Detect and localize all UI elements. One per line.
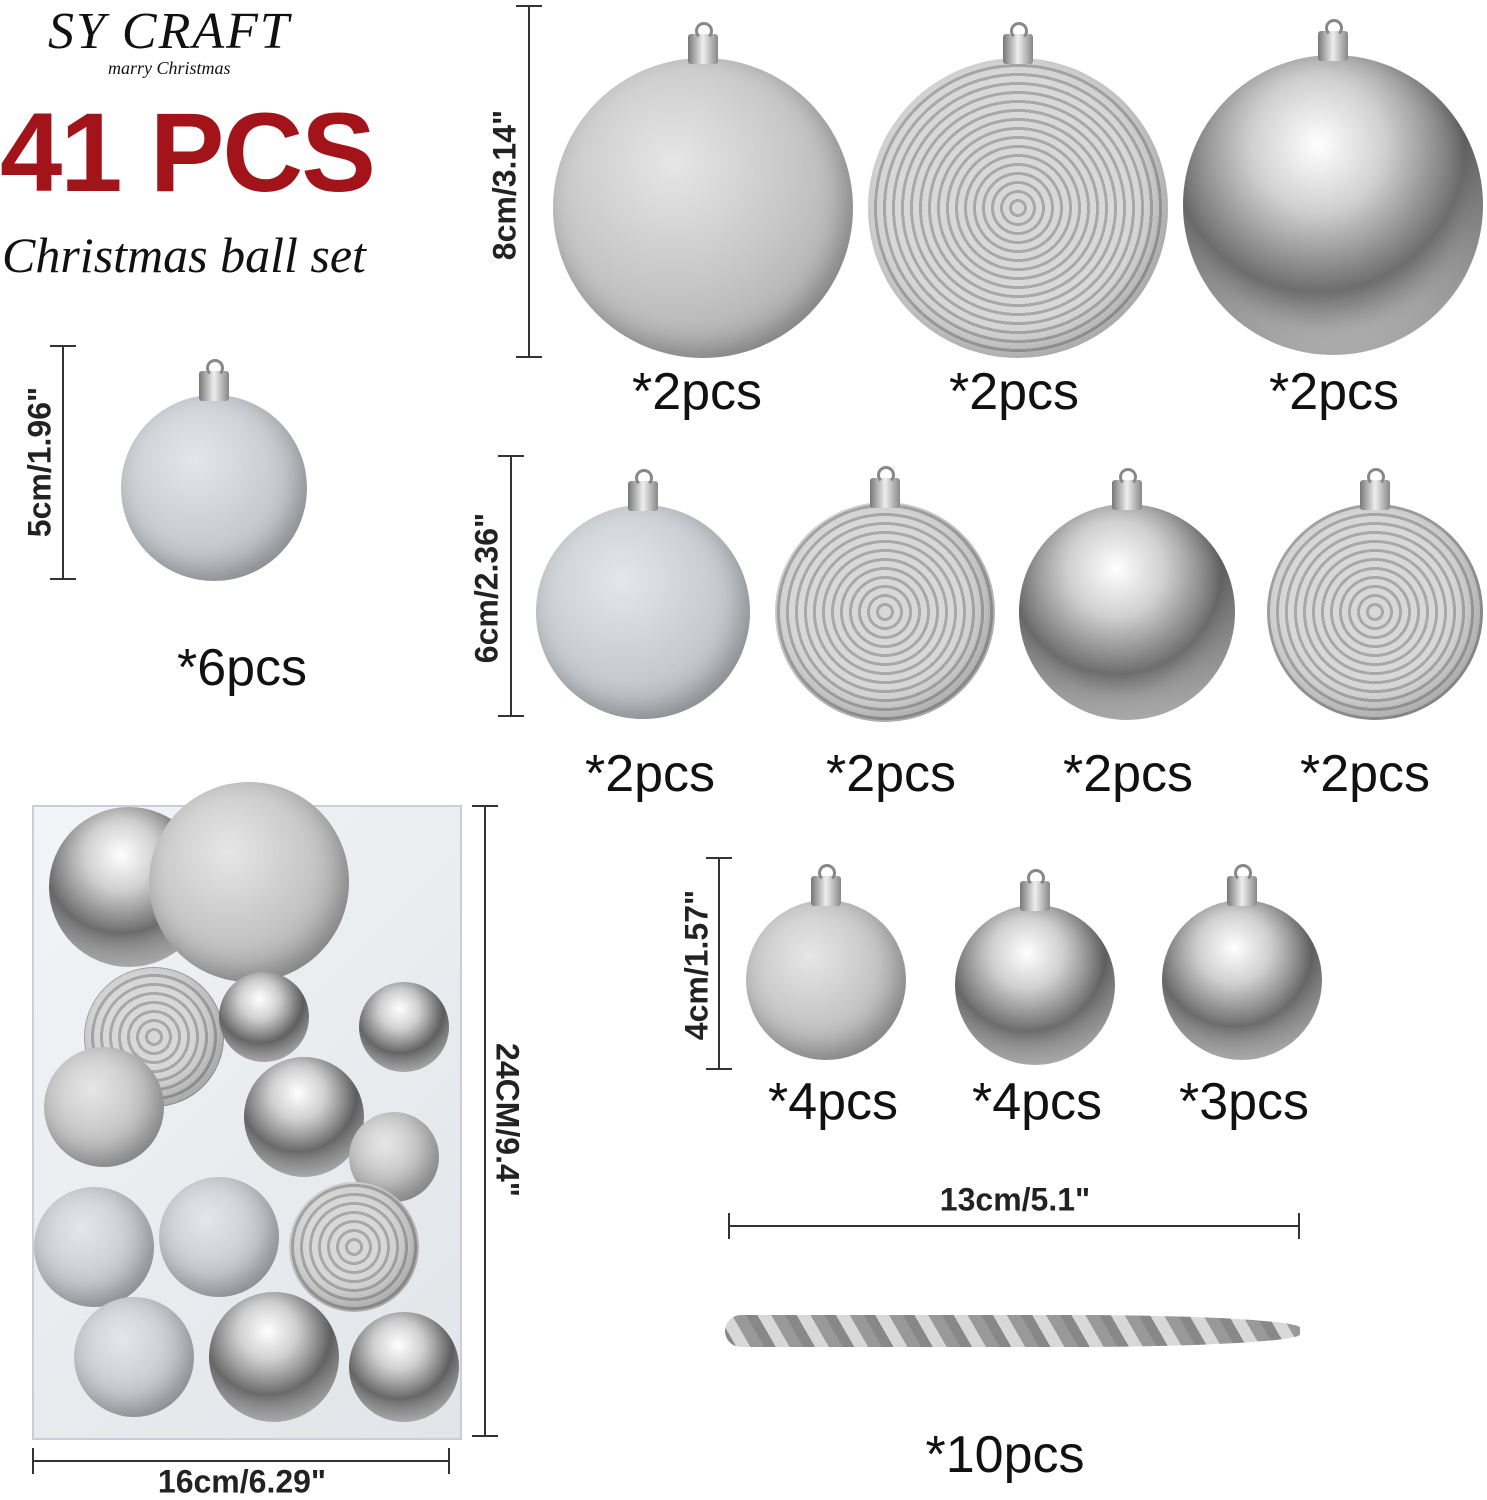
boxed-ornament-ball xyxy=(219,972,309,1062)
ornament-cap xyxy=(1020,869,1050,911)
dimension-line-icicle xyxy=(728,1213,1300,1239)
ornament-ball xyxy=(775,502,995,722)
dimension-label-8cm: 8cm/3.14" xyxy=(486,109,523,261)
dimension-line-5cm xyxy=(50,345,76,580)
boxed-ornament-ball xyxy=(159,1177,279,1297)
boxed-ornament-ball xyxy=(149,782,349,982)
ornament-ball xyxy=(868,58,1168,358)
brand-tagline: marry Christmas xyxy=(108,58,231,78)
ornament-ball xyxy=(1267,504,1483,720)
set-subtitle: Christmas ball set xyxy=(2,227,366,283)
ornament-cap xyxy=(688,22,718,64)
dimension-line-box-height xyxy=(472,805,498,1437)
qty-label: *2pcs xyxy=(948,363,1080,421)
qty-label: *2pcs xyxy=(1268,363,1400,421)
ornament-cap xyxy=(1112,468,1142,510)
boxed-ornament-ball xyxy=(289,1182,419,1312)
ornament-cap xyxy=(870,466,900,508)
boxed-ornament-ball xyxy=(359,982,449,1072)
qty-label: *2pcs xyxy=(631,363,763,421)
qty-label: *4pcs xyxy=(971,1073,1103,1131)
ornament-ball xyxy=(1162,900,1322,1060)
dimension-label-icicle: 13cm/5.1" xyxy=(939,1181,1091,1218)
ornament-ball xyxy=(1019,504,1235,720)
boxed-ornament-ball xyxy=(349,1312,459,1422)
qty-label: *3pcs xyxy=(1178,1073,1310,1131)
packaging-box xyxy=(32,782,462,1440)
dimension-line-box-width xyxy=(32,1448,450,1474)
dimension-label-box-height: 24CM/9.4" xyxy=(489,1043,526,1197)
boxed-ornament-ball xyxy=(44,1047,164,1167)
qty-label: *2pcs xyxy=(1299,745,1431,803)
dimension-label-5cm: 5cm/1.96" xyxy=(21,386,58,538)
boxed-ornament-ball xyxy=(74,1297,194,1417)
qty-label: *2pcs xyxy=(584,745,716,803)
dimension-line-6cm xyxy=(498,455,524,717)
dimension-label-box-width: 16cm/6.29" xyxy=(157,1463,327,1500)
ornament-cap xyxy=(1318,19,1348,61)
ornament-ball xyxy=(955,905,1115,1065)
ornament-cap xyxy=(1003,22,1033,64)
dimension-line-4cm xyxy=(706,857,732,1070)
icicle-ornament xyxy=(725,1315,1300,1347)
ornament-ball xyxy=(121,395,307,581)
qty-label: *2pcs xyxy=(1062,745,1194,803)
ornament-cap xyxy=(811,864,841,906)
ornament-cap xyxy=(1360,468,1390,510)
ornament-cap xyxy=(1227,864,1257,906)
ornament-ball xyxy=(553,58,853,358)
boxed-ornament-ball xyxy=(209,1292,339,1422)
piece-count-title: 41 PCS xyxy=(0,90,376,215)
dimension-label-4cm: 4cm/1.57" xyxy=(678,889,715,1041)
dimension-line-8cm xyxy=(516,5,542,358)
qty-label: *10pcs xyxy=(925,1426,1085,1484)
boxed-ornament-ball xyxy=(34,1187,154,1307)
ornament-ball xyxy=(746,900,906,1060)
qty-label: *6pcs xyxy=(176,639,308,697)
dimension-label-6cm: 6cm/2.36" xyxy=(468,512,505,664)
boxed-ornament-ball xyxy=(84,967,224,1107)
qty-label: *4pcs xyxy=(767,1073,899,1131)
boxed-ornament-ball xyxy=(244,1057,364,1177)
qty-label: *2pcs xyxy=(825,745,957,803)
ornament-cap xyxy=(628,469,658,511)
ornament-ball xyxy=(1183,55,1483,355)
ornament-cap xyxy=(199,359,229,401)
brand-logo: SY CRAFT xyxy=(48,3,291,60)
ornament-ball xyxy=(536,505,750,719)
